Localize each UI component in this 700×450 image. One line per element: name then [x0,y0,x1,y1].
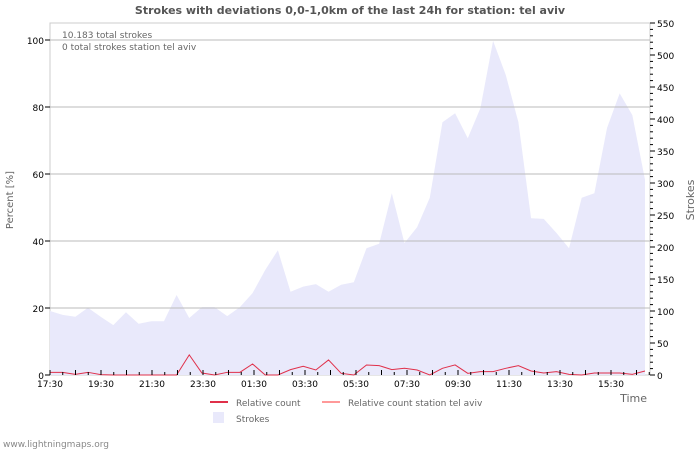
right-tick-label: 50 [657,340,669,350]
strokes-area [50,40,645,376]
legend-relative-count-station: Relative count station tel aviv [348,399,483,409]
footer-credit: www.lightningmaps.org [3,440,109,450]
legend-strokes-swatch [213,412,224,423]
annotation-total-strokes: 10.183 total strokes [62,31,152,41]
right-tick-label: 450 [657,84,674,94]
left-tick-label: 20 [33,305,45,315]
legend-strokes: Strokes [236,415,270,425]
legend-relative-count: Relative count [236,399,301,409]
right-tick-label: 300 [657,180,674,190]
x-tick-label: 15:30 [598,380,624,390]
x-tick-label: 11:30 [496,380,522,390]
right-tick-label: 400 [657,116,674,126]
relative-count-line [50,353,646,376]
right-tick-label: 550 [657,20,674,30]
right-tick-label: 100 [657,308,674,318]
right-tick-label: 0 [657,372,663,382]
x-tick-label: 21:30 [139,380,165,390]
left-axis-label: Percent [%] [5,171,16,229]
left-tick-label: 60 [33,171,45,181]
x-tick-label: 01:30 [241,380,267,390]
right-tick-label: 200 [657,244,674,254]
x-tick-label: 19:30 [88,380,114,390]
x-tick-label: 09:30 [445,380,471,390]
x-tick-label: 03:30 [292,380,318,390]
left-tick-label: 100 [27,37,44,47]
right-tick-label: 150 [657,276,674,286]
right-tick-label: 350 [657,148,674,158]
left-tick-label: 80 [33,104,45,114]
left-tick-label: 40 [33,238,45,248]
x-tick-label: 13:30 [547,380,573,390]
x-tick-label: 17:30 [37,380,63,390]
right-axis-label: Strokes [684,179,697,220]
x-axis-label: Time [619,392,647,405]
x-tick-label: 07:30 [394,380,420,390]
x-tick-label: 05:30 [343,380,369,390]
left-tick-label: 0 [38,372,44,382]
annotation-station-strokes: 0 total strokes station tel aviv [62,43,197,53]
chart-title: Strokes with deviations 0,0-1,0km of the… [135,4,566,17]
right-tick-label: 500 [657,52,674,62]
right-tick-label: 250 [657,212,674,222]
x-tick-label: 23:30 [190,380,216,390]
